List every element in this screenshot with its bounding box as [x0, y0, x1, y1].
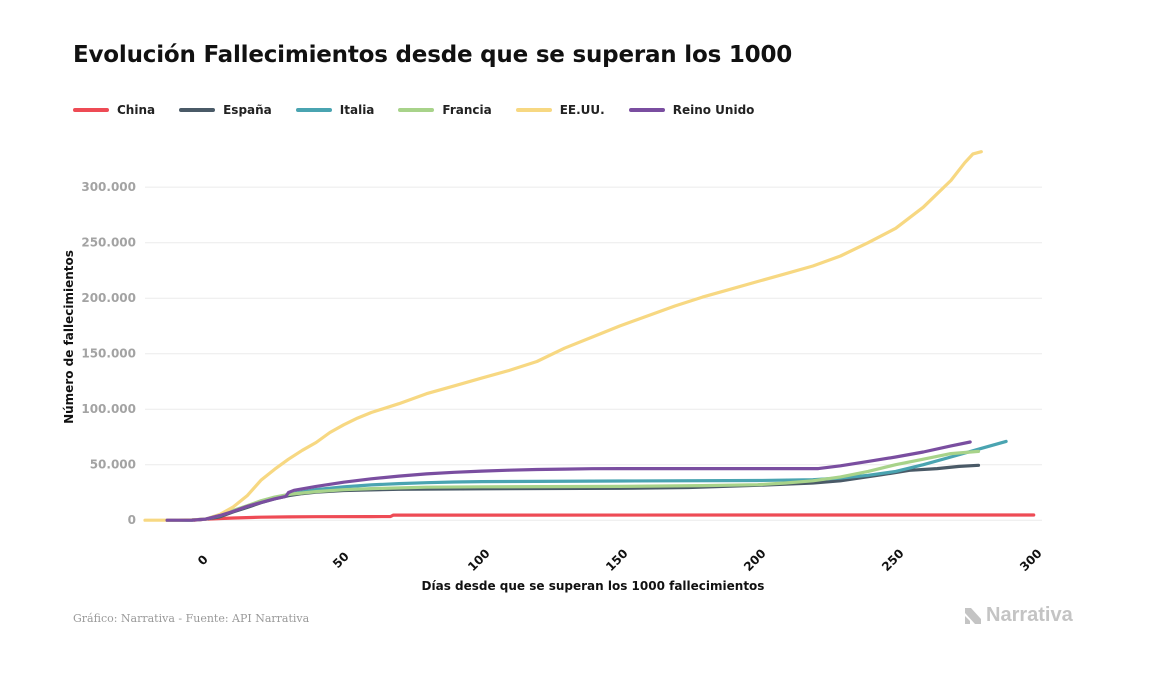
legend-swatch	[398, 108, 435, 112]
legend-item: EE.UU.	[515, 103, 605, 117]
legend-swatch	[73, 108, 109, 112]
legend-swatch	[179, 108, 216, 112]
legend-label: China	[117, 103, 156, 117]
legend-item: China	[73, 103, 155, 117]
source-note: Gráfico: Narrativa - Fuente: API Narrati…	[73, 612, 310, 625]
y-tick-label: 300.000	[81, 180, 136, 194]
y-tick-label: 200.000	[81, 291, 136, 305]
x-tick-labels: 0 50 100 150 200 250 300	[195, 546, 1045, 574]
x-axis-label: Días desde que se superan los 1000 falle…	[422, 579, 765, 593]
legend-label: Francia	[442, 103, 492, 117]
series-line-reino-unido	[165, 440, 972, 522]
x-tick-label: 150	[603, 546, 631, 574]
y-tick-labels: 0 50.000 100.000 150.000 200.000 250.000 300.0…	[81, 180, 136, 527]
legend-item: España	[179, 103, 272, 117]
gridlines	[145, 186, 1042, 521]
x-tick-label: 200	[741, 546, 769, 574]
y-tick-label: 0	[128, 513, 136, 527]
y-tick-label: 50.000	[90, 458, 136, 472]
series-lines	[143, 150, 1036, 522]
series-line-ee-uu-	[143, 150, 983, 522]
x-tick-label: 250	[879, 546, 907, 574]
legend-swatch	[628, 108, 665, 112]
y-tick-label: 100.000	[81, 402, 136, 416]
legend-swatch	[295, 108, 332, 112]
y-axis-label: Número de fallecimientos	[62, 250, 76, 424]
narrativa-logo: Narrativa	[963, 604, 1073, 627]
y-tick-label: 150.000	[81, 347, 136, 361]
y-tick-label: 250.000	[81, 236, 136, 250]
x-tick-label: 300	[1017, 546, 1045, 574]
series-line-china	[193, 513, 1036, 522]
legend-label: España	[223, 103, 272, 117]
x-tick-label: 50	[330, 549, 352, 571]
legend-label: EE.UU.	[559, 103, 605, 117]
legend-label: Reino Unido	[672, 103, 755, 117]
legend-item: Francia	[398, 103, 492, 117]
legend-item: Italia	[295, 103, 375, 117]
x-tick-label: 100	[465, 546, 493, 574]
legend-item: Reino Unido	[628, 103, 755, 117]
x-tick-label: 0	[195, 552, 211, 568]
legend-label: Italia	[339, 103, 375, 117]
logo-text: Narrativa	[986, 604, 1073, 626]
chart-legend: China España Italia Francia EE.UU. Reino…	[73, 103, 778, 117]
legend-swatch	[515, 108, 552, 112]
series-line-italia	[165, 439, 1008, 522]
narrativa-logo-icon	[965, 607, 981, 624]
chart-title: Evolución Fallecimientos desde que se su…	[73, 42, 793, 68]
